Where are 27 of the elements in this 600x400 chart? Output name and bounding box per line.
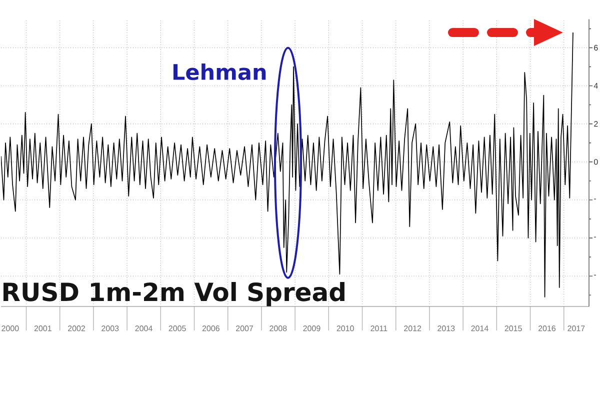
y-tick-label: - [594, 198, 596, 200]
x-tick-label: 2012 [404, 326, 422, 332]
y-tick-label: 2 [594, 121, 598, 127]
x-tick-label: 2007 [236, 326, 254, 332]
y-tick-label: - [594, 236, 596, 238]
x-tick-label: 2000 [2, 326, 19, 332]
x-tick-label: 2010 [336, 326, 354, 332]
annotation: Lehman [173, 63, 266, 80]
x-tick-label: 2008 [270, 326, 287, 332]
x-tick-label: 2003 [102, 326, 119, 332]
x-tick-label: 2014 [471, 326, 488, 332]
x-tick-label: 2011 [370, 326, 388, 332]
text: RUSD 1m-2m Vol Spread [3, 282, 344, 306]
x-tick-label: 2017 [568, 326, 585, 332]
x-tick-label: 2016 [538, 326, 556, 332]
x-tick-label: 2004 [135, 326, 152, 332]
x-tick-label: 2009 [303, 326, 320, 332]
x-tick-label: 2013 [438, 326, 455, 332]
x-tick-label: 2015 [504, 326, 522, 332]
x-tick-label: 2006 [202, 326, 220, 332]
y-tick-label: 4 [594, 83, 598, 89]
y-tick-label: 0 [594, 159, 598, 165]
x-tick-label: 2005 [168, 326, 186, 332]
x-tick-label: 2001 [34, 326, 52, 332]
x-tick-label: 2002 [68, 326, 86, 332]
y-tick-label: 6 [594, 44, 598, 51]
y-tick-label: - [594, 274, 596, 276]
